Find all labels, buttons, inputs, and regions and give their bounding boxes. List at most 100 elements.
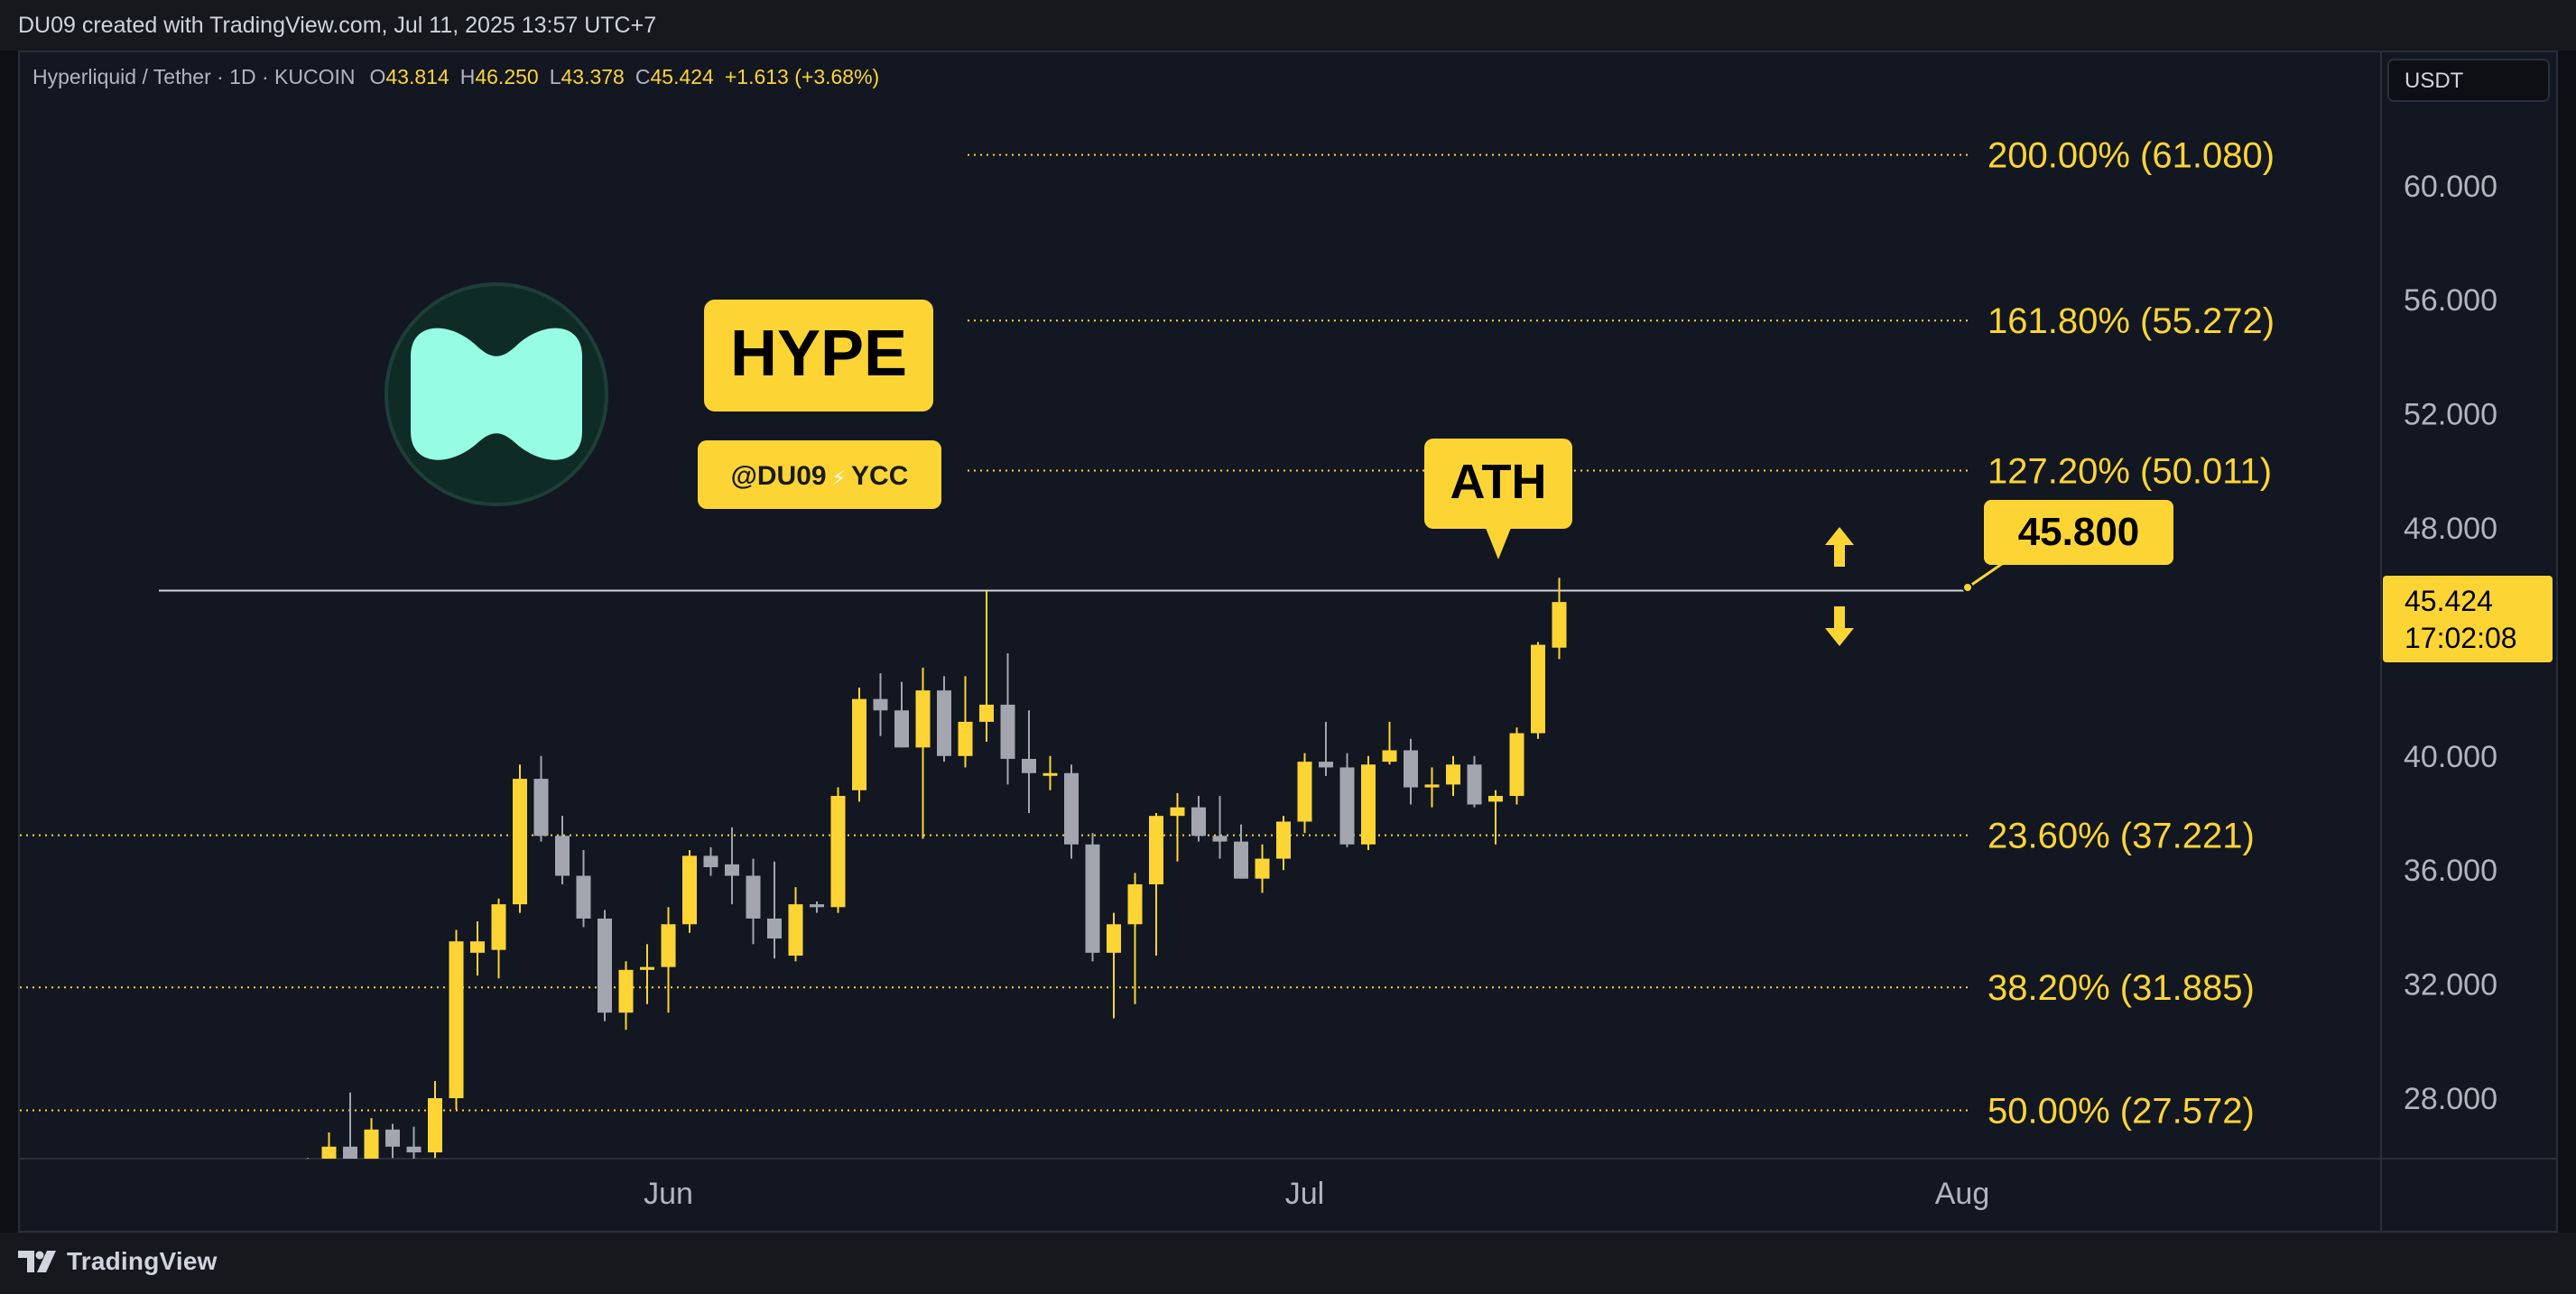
candle-body <box>1127 884 1143 925</box>
candle <box>1212 796 1228 859</box>
handle-name: @DU09 <box>731 461 827 491</box>
candle <box>1488 790 1503 845</box>
currency-label[interactable]: USDT <box>2405 69 2464 93</box>
handle-text: @DU09 ⚡ YCC <box>731 461 909 491</box>
down-arrow-icon <box>1825 606 1854 646</box>
legend-l-label: L <box>550 65 561 88</box>
candle <box>321 1132 337 1159</box>
candle <box>343 1092 357 1159</box>
ath-callout: ATH <box>1424 439 1572 559</box>
candle <box>513 764 527 913</box>
time-axis[interactable]: Jun Jul Aug <box>644 1177 1989 1211</box>
tradingview-logo[interactable]: TradingView <box>18 1247 218 1276</box>
candle <box>1107 912 1121 1019</box>
up-arrow-icon <box>1825 527 1854 567</box>
candle <box>598 910 612 1021</box>
legend-open: 43.814 <box>385 65 449 88</box>
candle <box>725 827 739 905</box>
candle <box>1467 755 1482 808</box>
candle <box>195 1164 209 1189</box>
candle <box>1552 578 1567 660</box>
candle-body <box>576 875 591 919</box>
credit-text: DU09 created with TradingView.com, Jul 1… <box>18 13 657 38</box>
candle-body <box>385 1129 400 1147</box>
candle <box>1170 792 1185 862</box>
candle-body <box>788 904 803 956</box>
candle <box>767 861 782 959</box>
candle <box>937 676 951 763</box>
candle-body <box>533 779 549 836</box>
candle <box>1149 813 1163 956</box>
candle <box>1085 833 1100 962</box>
candle-body <box>491 904 506 950</box>
candle <box>533 755 549 842</box>
candle-body <box>1042 772 1058 776</box>
ath-label: ATH <box>1450 455 1547 509</box>
candle-body <box>406 1146 422 1153</box>
candle <box>894 681 909 748</box>
candle <box>661 907 676 1013</box>
candle <box>915 667 931 839</box>
tradingview-wordmark: TradingView <box>67 1247 218 1275</box>
candle-body <box>301 1169 315 1178</box>
candle-body <box>746 875 761 919</box>
price-chart[interactable]: Hyperliquid / Tether · 1D · KUCOIN O43.8… <box>0 0 2576 1233</box>
candle <box>1509 727 1524 805</box>
candle-body <box>1339 767 1355 845</box>
candle <box>1382 721 1397 765</box>
candle-body <box>873 698 888 711</box>
candle-body <box>598 918 612 1013</box>
candle <box>1404 738 1418 805</box>
candle-body <box>1191 807 1206 836</box>
candle-body <box>661 924 676 967</box>
candle-body <box>1085 844 1100 953</box>
candle-body <box>321 1146 337 1159</box>
candle <box>1064 764 1079 859</box>
price-tick-label: 52.000 <box>2404 398 2497 432</box>
candle <box>703 846 718 876</box>
candle-body <box>894 710 909 748</box>
candle <box>1339 753 1355 847</box>
candle-body <box>725 864 739 876</box>
hyperliquid-logo <box>385 282 608 506</box>
candle <box>555 816 570 884</box>
candle-body <box>470 941 485 953</box>
price-tick-label: 40.000 <box>2404 740 2497 774</box>
candle-body <box>513 779 527 905</box>
candle-body <box>937 690 951 756</box>
chart-pane[interactable] <box>18 51 2558 1233</box>
candle-body <box>1319 762 1333 768</box>
candle-body <box>1276 821 1291 859</box>
fib-level-label: 38.20% (31.885) <box>1988 968 2255 1008</box>
time-tick-label: Jun <box>644 1177 693 1211</box>
candle <box>1276 816 1291 871</box>
price-tick-label: 36.000 <box>2404 854 2497 888</box>
currency-button[interactable]: USDT <box>2387 59 2550 102</box>
fibonacci-levels: 200.00% (61.080) 161.80% (55.272) 127.20% … <box>20 136 2275 1132</box>
current-price: 45.424 <box>2405 585 2493 617</box>
candle <box>428 1081 442 1159</box>
price-tick-label: 56.000 <box>2404 283 2497 318</box>
candle <box>1042 755 1058 790</box>
current-price-tag: 45.424 17:02:08 <box>2383 576 2553 662</box>
candle-body <box>364 1129 379 1159</box>
candle <box>640 944 654 1004</box>
candle-body <box>810 904 824 908</box>
candle-body <box>1064 772 1079 845</box>
candle <box>746 858 761 945</box>
candle <box>491 898 506 979</box>
price-axis[interactable]: 28.000 32.000 36.000 40.000 48.000 52.000 56.0… <box>2404 170 2497 1116</box>
candle-body <box>1170 807 1185 817</box>
candle <box>364 1118 379 1159</box>
candle <box>830 787 846 913</box>
candle-body <box>1361 764 1376 845</box>
candle-body <box>703 855 718 868</box>
handle-badge: @DU09 ⚡ YCC <box>698 440 941 509</box>
candle-body <box>237 1175 252 1180</box>
candle <box>788 887 803 962</box>
candle <box>576 850 591 928</box>
legend-change: +1.613 (+3.68%) <box>725 65 879 88</box>
candle-body <box>767 918 782 939</box>
legend-high: 46.250 <box>475 65 538 88</box>
candle <box>873 673 888 736</box>
